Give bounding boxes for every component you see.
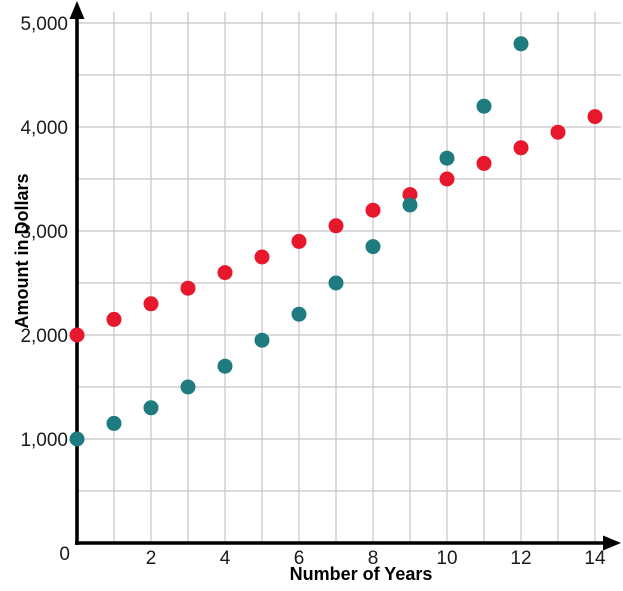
x-tick-label: 6 <box>294 548 305 569</box>
x-axis-title: Number of Years <box>290 564 433 584</box>
y-tick-label: 4,000 <box>20 118 68 139</box>
axes <box>69 1 621 551</box>
data-point-red-series <box>69 327 85 343</box>
data-point-red-series <box>106 311 122 327</box>
y-tick-label: 3,000 <box>20 222 68 243</box>
origin-tick-label: 0 <box>59 544 70 565</box>
data-point-teal-series <box>217 358 233 374</box>
data-point-teal-series <box>69 431 85 447</box>
data-point-teal-series <box>476 98 492 114</box>
data-point-teal-series <box>106 415 122 431</box>
data-point-red-series <box>217 265 233 281</box>
data-point-teal-series <box>180 379 196 395</box>
data-point-red-series <box>402 187 418 203</box>
data-point-red-series <box>587 109 603 125</box>
x-axis-arrowhead-icon <box>603 535 621 551</box>
data-point-red-series <box>365 202 381 218</box>
y-tick-label: 1,000 <box>20 430 68 451</box>
tick-labels: 1,000 2,000 3,000 4,000 5,000 2 4 6 8 10 12 14 0 <box>20 14 606 569</box>
data-point-red-series <box>513 140 529 156</box>
x-tick-label: 10 <box>436 548 457 569</box>
y-axis-arrowhead-icon <box>69 1 85 19</box>
data-point-red-series <box>180 280 196 296</box>
data-point-red-series <box>476 155 492 171</box>
x-tick-label: 8 <box>368 548 379 569</box>
data-point-teal-series <box>143 400 159 416</box>
data-point-red-series <box>550 124 566 140</box>
data-point-red-series <box>254 249 270 265</box>
y-axis-title: Amount in Dollars <box>12 173 32 328</box>
data-point-teal-series <box>254 332 270 348</box>
x-tick-label: 14 <box>584 548 606 569</box>
data-point-teal-series <box>291 306 307 322</box>
x-tick-label: 2 <box>146 548 157 569</box>
y-tick-label: 2,000 <box>20 326 68 347</box>
data-point-teal-series <box>439 150 455 166</box>
data-point-teal-series <box>513 36 529 52</box>
grid-lines <box>77 12 621 543</box>
x-tick-label: 12 <box>510 548 531 569</box>
data-point-red-series <box>291 233 307 249</box>
data-point-red-series <box>143 296 159 312</box>
data-point-teal-series <box>328 275 344 291</box>
data-point-teal-series <box>402 197 418 213</box>
x-tick-label: 4 <box>220 548 231 569</box>
data-points <box>69 36 603 447</box>
data-point-red-series <box>439 171 455 187</box>
data-point-red-series <box>328 218 344 234</box>
data-point-teal-series <box>365 239 381 255</box>
y-tick-label: 5,000 <box>20 14 68 35</box>
